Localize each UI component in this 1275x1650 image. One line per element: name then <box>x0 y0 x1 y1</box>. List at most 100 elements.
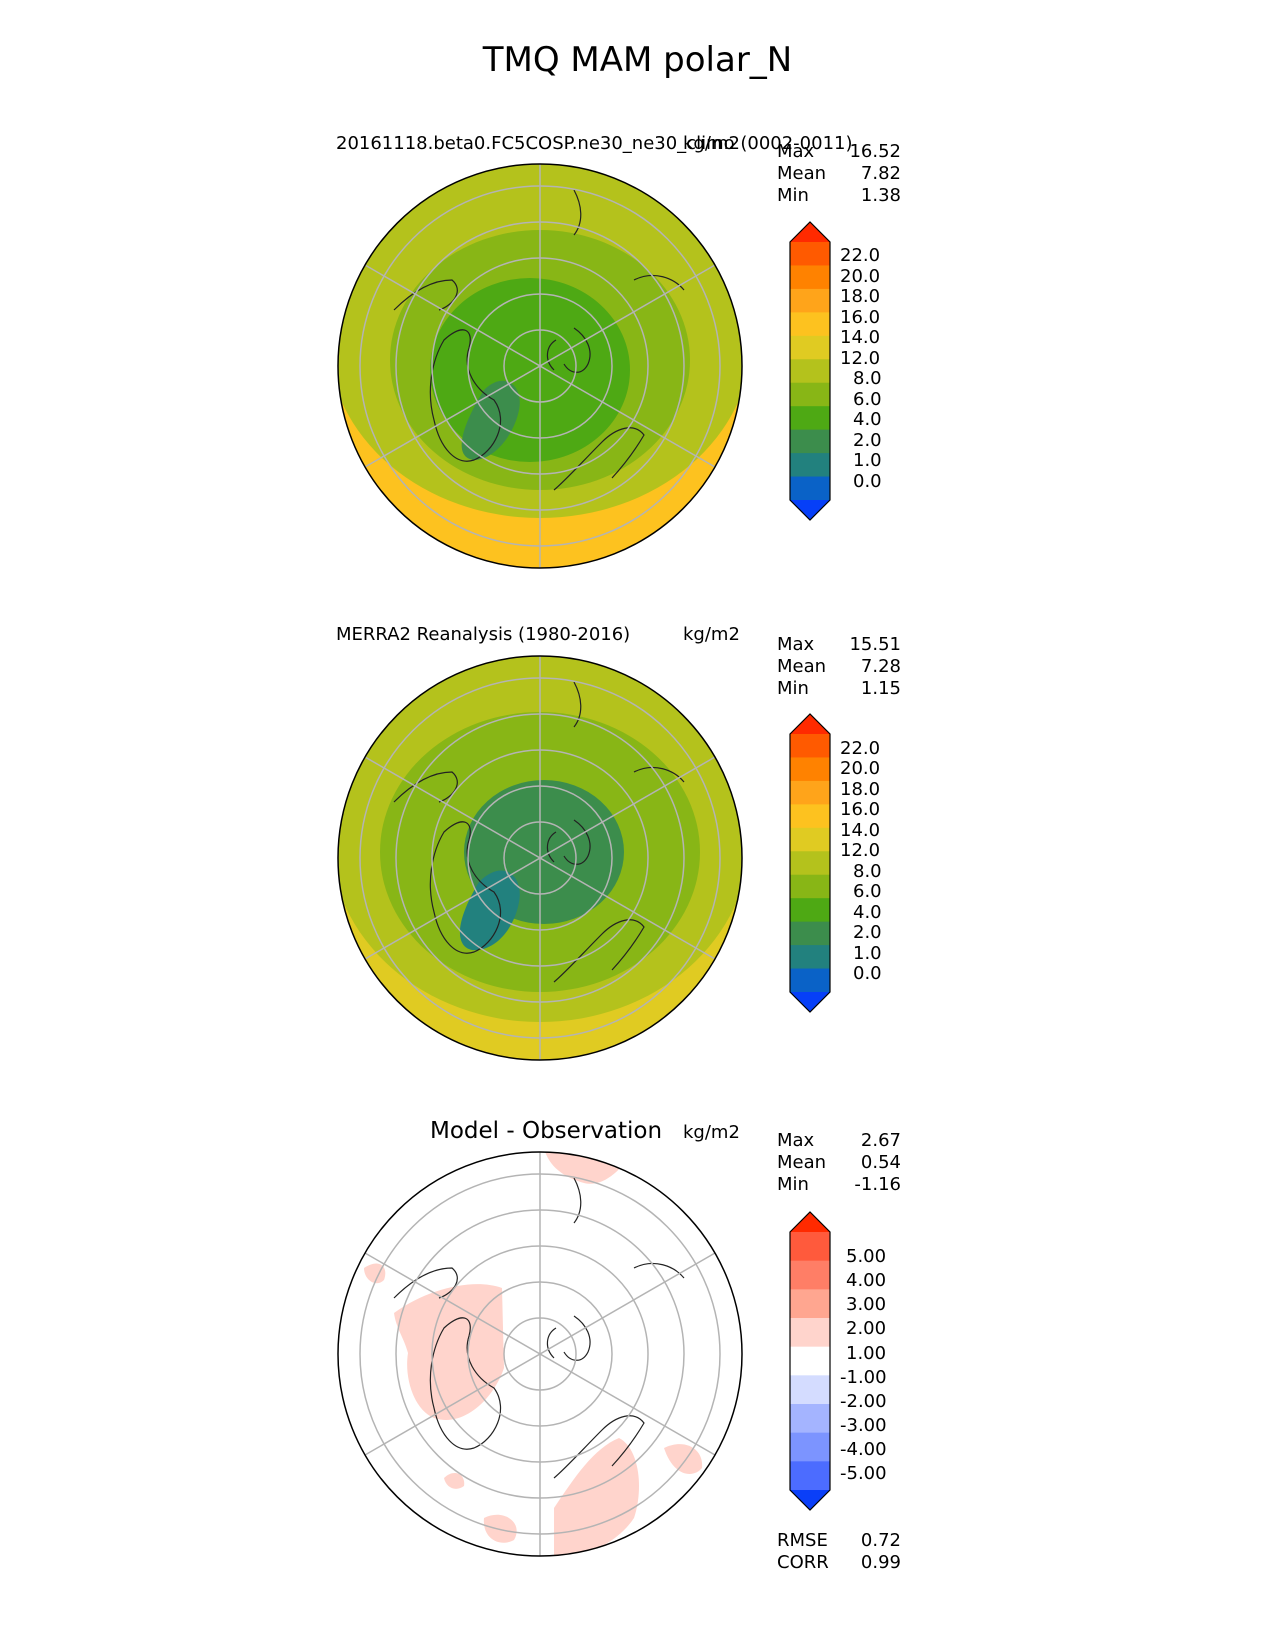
colorbar-tick: 4.00 <box>846 1270 887 1291</box>
colorbar-segment <box>790 780 830 805</box>
colorbar-segment <box>790 476 830 501</box>
colorbar-segment <box>790 968 830 993</box>
stat-value: 16.52 <box>849 141 901 162</box>
colorbar-segment <box>790 1404 830 1434</box>
stat-value: 2.67 <box>860 1130 901 1151</box>
colorbar-segment <box>790 429 830 454</box>
colorbar-segment <box>790 1212 830 1232</box>
stat-row: Max 2.67 <box>777 1130 901 1152</box>
polar-map-model <box>337 163 743 569</box>
stat-value: 1.15 <box>860 678 901 699</box>
stat-name: Min <box>777 185 809 206</box>
colorbar-tick: -5.00 <box>840 1463 887 1484</box>
panel-2-units: kg/m2 <box>683 624 740 645</box>
stat-row: Mean 7.28 <box>777 656 901 678</box>
panel-2-label: MERRA2 Reanalysis (1980-2016) <box>336 624 631 645</box>
colorbar-segment <box>790 222 830 242</box>
panel-1-label: 20161118.beta0.FC5COSP.ne30_ne30_climo (… <box>336 133 853 154</box>
stat-row: Mean 0.54 <box>777 1152 901 1174</box>
colorbar-tick: 6.0 <box>853 389 882 410</box>
stat-row: Min 1.15 <box>777 678 901 700</box>
colorbar-tick: 14.0 <box>840 327 881 348</box>
colorbar-segment <box>790 453 830 478</box>
colorbar-segment <box>790 1432 830 1462</box>
stat-name: Min <box>777 678 809 699</box>
field-band <box>430 278 630 462</box>
colorbar-model <box>789 221 831 521</box>
colorbar-tick: 8.0 <box>853 368 882 389</box>
colorbar-tick: 20.0 <box>840 266 881 287</box>
stat-name: Mean <box>777 656 827 677</box>
colorbar-segment <box>790 874 830 899</box>
stat-value: 7.82 <box>860 163 901 184</box>
colorbar-segment <box>790 382 830 407</box>
colorbar-segment <box>790 288 830 313</box>
panel-3-units: kg/m2 <box>683 1122 740 1143</box>
colorbar-tick: 0.0 <box>853 963 882 984</box>
panel-3-label: Model - Observation <box>430 1118 663 1144</box>
colorbar-segment <box>790 406 830 431</box>
colorbar-tick: 18.0 <box>840 779 881 800</box>
polar-map-difference <box>337 1151 743 1557</box>
colorbar-tick: 1.0 <box>853 450 882 471</box>
colorbar-tick: 16.0 <box>840 799 881 820</box>
colorbar-observation <box>789 713 831 1013</box>
stat-name: Mean <box>777 1152 827 1173</box>
colorbar-segment <box>790 500 830 520</box>
colorbar-tick: 5.00 <box>846 1246 887 1267</box>
colorbar-outline <box>789 1211 831 1511</box>
colorbar-tick: 0.0 <box>853 471 882 492</box>
polar-map-observation <box>337 655 743 1061</box>
page-title: TMQ MAM polar_N <box>482 40 793 80</box>
colorbar-segment <box>790 1346 830 1376</box>
colorbar-segment <box>790 1260 830 1290</box>
colorbar-segment <box>790 827 830 852</box>
colorbar-tick: 1.0 <box>853 943 882 964</box>
colorbar-tick: 8.0 <box>853 861 882 882</box>
metric-row: RMSE 0.72 <box>777 1530 901 1552</box>
colorbar-segment <box>790 265 830 290</box>
colorbar-segment <box>790 1318 830 1348</box>
colorbar-tick: 4.0 <box>853 902 882 923</box>
colorbar-tick: 3.00 <box>846 1294 887 1315</box>
colorbar-tick: -4.00 <box>840 1439 887 1460</box>
colorbar-tick: 1.00 <box>846 1343 887 1364</box>
colorbar-segment <box>790 898 830 923</box>
stat-name: Max <box>777 634 815 655</box>
colorbar-tick: -2.00 <box>840 1391 887 1412</box>
stat-name: Max <box>777 1130 815 1151</box>
colorbar-segment <box>790 714 830 734</box>
colorbar-segment <box>790 1289 830 1319</box>
colorbar-segment <box>790 1461 830 1491</box>
stat-row: Max 16.52 <box>777 141 901 163</box>
stat-name: Mean <box>777 163 827 184</box>
colorbar-tick: -3.00 <box>840 1415 887 1436</box>
colorbar-segment <box>790 945 830 970</box>
stat-row: Min -1.16 <box>777 1174 901 1196</box>
stat-row: Min 1.38 <box>777 185 901 207</box>
colorbar-tick: 22.0 <box>840 245 881 266</box>
colorbar-segment <box>790 1232 830 1262</box>
colorbar-tick: -1.00 <box>840 1367 887 1388</box>
stat-name: Max <box>777 141 815 162</box>
colorbar-segment <box>790 242 830 266</box>
colorbar-tick: 6.0 <box>853 881 882 902</box>
colorbar-segment <box>790 992 830 1012</box>
colorbar-segment <box>790 1490 830 1510</box>
colorbar-segment <box>790 335 830 360</box>
colorbar-outline <box>789 221 831 521</box>
stat-value: -1.16 <box>854 1174 901 1195</box>
colorbar-segment <box>790 312 830 337</box>
colorbar-tick: 14.0 <box>840 820 881 841</box>
colorbar-tick: 2.0 <box>853 430 882 451</box>
colorbar-outline <box>789 713 831 1013</box>
colorbar-segment <box>790 734 830 758</box>
metric-name: CORR <box>777 1552 829 1573</box>
colorbar-difference <box>789 1211 831 1511</box>
stat-value: 7.28 <box>860 656 901 677</box>
colorbar-segment <box>790 851 830 876</box>
colorbar-segment <box>790 921 830 946</box>
metric-name: RMSE <box>777 1530 828 1551</box>
colorbar-tick: 12.0 <box>840 348 881 369</box>
panel-1-units: kg/m2 <box>683 133 740 154</box>
